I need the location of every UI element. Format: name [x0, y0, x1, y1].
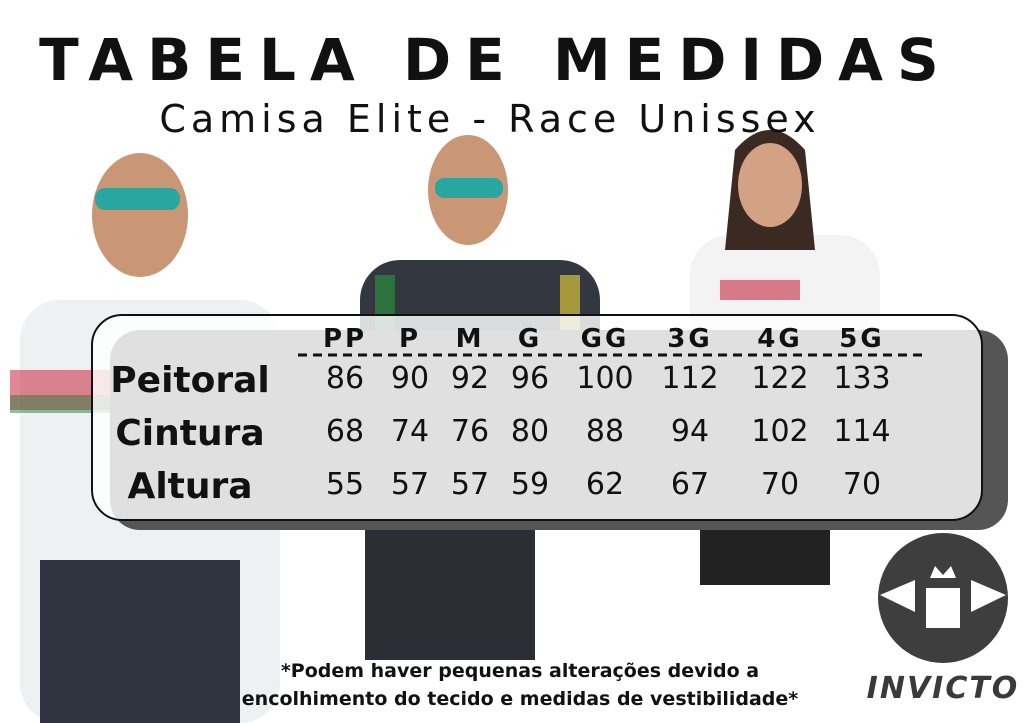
column-header: 3G [667, 324, 712, 354]
subtitle: Camisa Elite - Race Unissex [159, 97, 820, 141]
column-header: G [518, 324, 542, 354]
cell: 70 [843, 467, 881, 502]
cell: 59 [511, 467, 549, 502]
cell: 94 [671, 414, 709, 449]
cell: 74 [391, 414, 429, 449]
column-header: 4G [757, 324, 802, 354]
row-label: Peitoral [110, 360, 269, 401]
cell: 100 [576, 361, 633, 396]
cell: 114 [833, 414, 890, 449]
cell: 80 [511, 414, 549, 449]
column-header: 5G [839, 324, 884, 354]
footnote: encolhimento do tecido e medidas de vest… [242, 688, 798, 710]
cell: 92 [451, 361, 489, 396]
cell: 55 [326, 467, 364, 502]
cell: 122 [751, 361, 808, 396]
cell: 90 [391, 361, 429, 396]
cell: 102 [751, 414, 808, 449]
cell: 68 [326, 414, 364, 449]
cell: 76 [451, 414, 489, 449]
footnote: *Podem haver pequenas alterações devido … [281, 660, 759, 682]
row-label: Altura [127, 466, 252, 507]
cell: 57 [451, 467, 489, 502]
cell: 62 [586, 467, 624, 502]
cell: 133 [833, 361, 890, 396]
column-header: M [456, 324, 485, 354]
cell: 112 [661, 361, 718, 396]
brand-name: INVICTO [867, 671, 1020, 706]
cell: 96 [511, 361, 549, 396]
cell: 57 [391, 467, 429, 502]
table-box [91, 314, 983, 521]
cell: 67 [671, 467, 709, 502]
column-header: P [399, 324, 421, 354]
column-header: PP [323, 324, 367, 354]
cell: 70 [761, 467, 799, 502]
cell: 88 [586, 414, 624, 449]
brand-logo: INVICTO [867, 533, 1020, 706]
column-header: GG [581, 324, 630, 354]
cell: 86 [326, 361, 364, 396]
title: TABELA DE MEDIDAS [39, 26, 953, 94]
row-label: Cintura [115, 413, 264, 454]
